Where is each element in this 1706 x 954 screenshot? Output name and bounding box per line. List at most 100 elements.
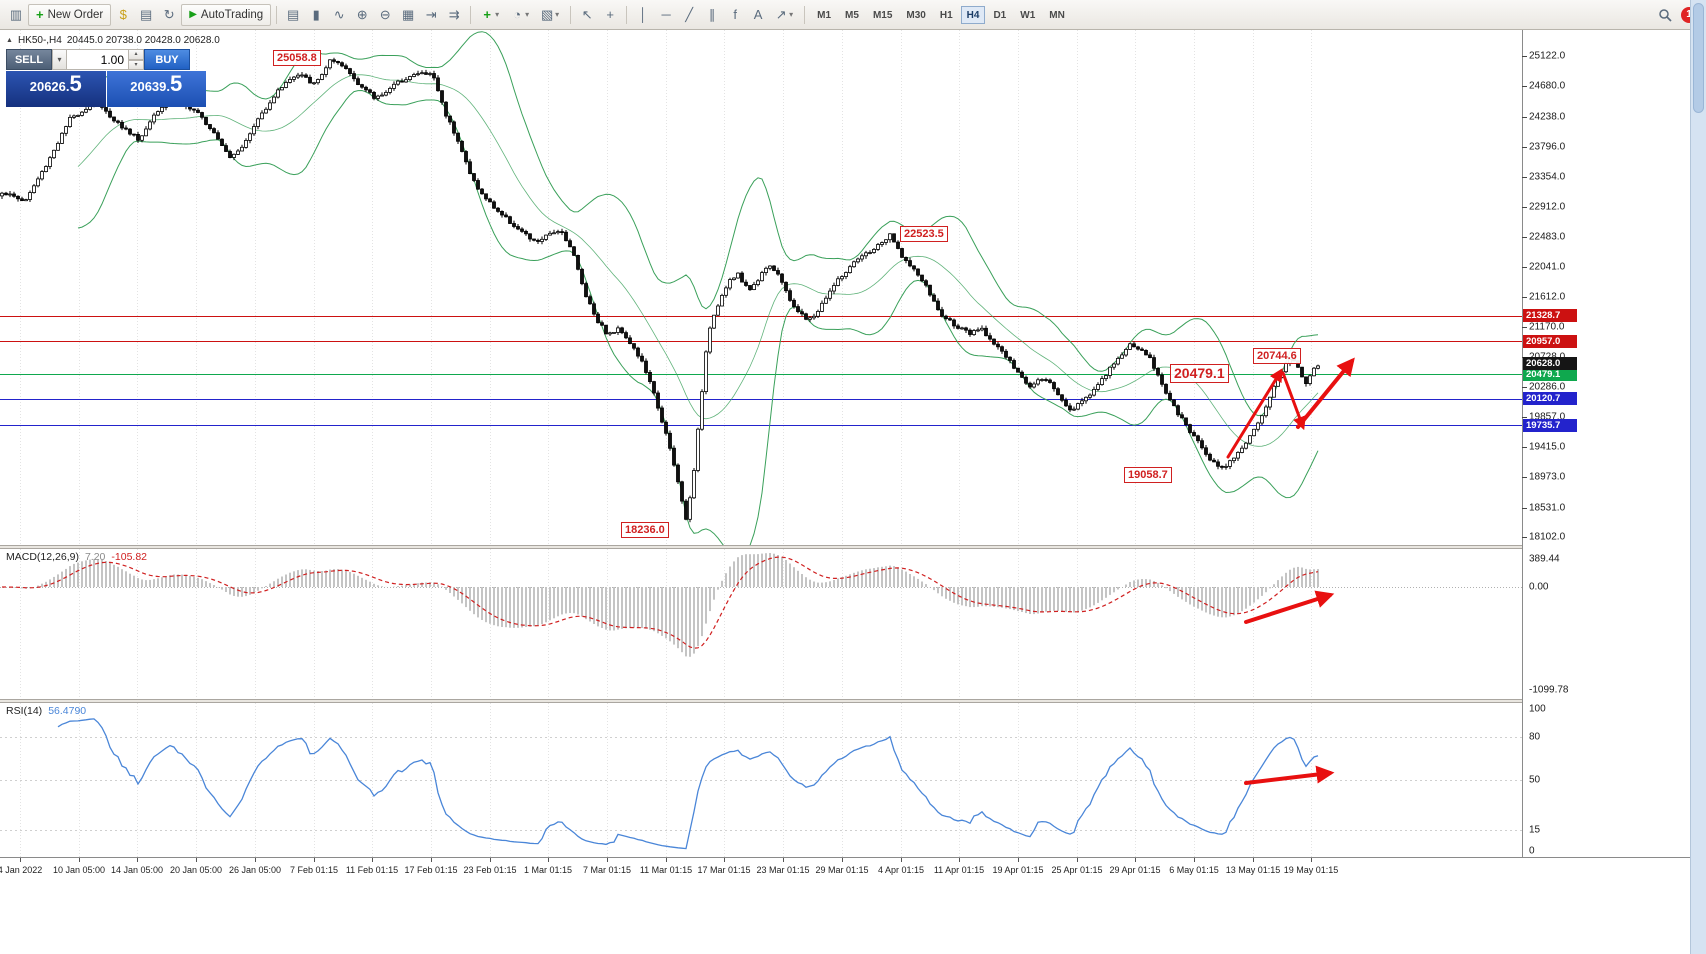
tile-windows-icon[interactable]: ▦ [401, 6, 415, 22]
autotrading-play-icon: ▶ [189, 9, 197, 20]
ohlc-values: 20445.0 20738.0 20428.0 20628.0 [66, 35, 220, 46]
horizontal-line-icon[interactable]: ─ [661, 7, 671, 22]
macd-signal-value: -105.82 [111, 551, 148, 563]
toolbar-divider [570, 5, 572, 24]
time-axis-tick [314, 858, 315, 862]
time-axis-tick [1077, 858, 1078, 862]
macd-name: MACD(12,26,9) [6, 551, 79, 563]
rsi-label: RSI(14) 56.4790 [6, 705, 86, 717]
periods-clock-icon[interactable]: ◔ [513, 7, 522, 22]
volume-up-button[interactable]: ▴ [129, 49, 144, 60]
text-tool-icon[interactable]: A [753, 7, 763, 22]
time-axis-label: 26 Jan 05:00 [228, 865, 282, 875]
chart-window-icon[interactable]: ▥ [9, 6, 23, 22]
time-axis-label: 14 Jan 05:00 [110, 865, 164, 875]
time-axis-tick [1311, 858, 1312, 862]
templates-icon[interactable]: ▧ [540, 6, 554, 22]
time-axis-label: 20 Jan 05:00 [169, 865, 223, 875]
search-icon[interactable] [1654, 4, 1676, 26]
timeframe-mn[interactable]: MN [1049, 9, 1065, 21]
fibonacci-icon[interactable]: f [733, 7, 737, 22]
time-axis-label: 7 Feb 01:15 [289, 865, 339, 875]
time-axis-label: 11 Mar 01:15 [639, 865, 693, 875]
time-axis-tick [1253, 858, 1254, 862]
time-axis-tick [901, 858, 902, 862]
timeframe-m15[interactable]: M15 [872, 9, 893, 21]
timeframe-m1[interactable]: M1 [817, 9, 832, 21]
timeframe-h4[interactable]: H4 [960, 6, 986, 25]
time-axis-tick [959, 858, 960, 862]
time-axis-tick [196, 858, 197, 862]
main-toolbar: ▥ + New Order $ ▤ ↻ ▶ AutoTrading ▤ ▮ ∿ … [0, 0, 1706, 30]
autotrading-button[interactable]: ▶ AutoTrading [181, 3, 272, 26]
timeframe-w1[interactable]: W1 [1020, 9, 1036, 21]
toolbar-divider [276, 5, 278, 24]
chart-shift-icon[interactable]: ⇥ [425, 6, 437, 22]
price-axis [1522, 30, 1690, 881]
vertical-scrollbar[interactable] [1690, 0, 1706, 954]
time-axis-label: 4 Apr 01:15 [877, 865, 925, 875]
rsi-indicator-chart[interactable] [0, 703, 1522, 857]
bar-chart-icon[interactable]: ▤ [286, 6, 300, 22]
plus-icon: + [36, 7, 44, 22]
channel-icon[interactable]: ∥ [708, 6, 716, 22]
vertical-line-icon[interactable]: │ [639, 7, 648, 22]
print-icon[interactable]: ▤ [140, 6, 153, 22]
scrollbar-thumb[interactable] [1693, 3, 1704, 113]
trendline-icon[interactable]: ╱ [685, 6, 694, 22]
volume-spinner: ▴ ▾ [129, 49, 144, 70]
arrow-tool-icon[interactable]: ↗ [775, 6, 787, 22]
macd-value: 7.20 [84, 551, 106, 563]
periods-dropdown-icon[interactable]: ▾ [525, 10, 530, 19]
panel-separator[interactable] [0, 699, 1690, 703]
timeframe-m30[interactable]: M30 [906, 9, 926, 21]
panel-separator[interactable] [0, 545, 1690, 549]
time-axis-tick [490, 858, 491, 862]
timeframe-d1[interactable]: D1 [993, 9, 1007, 21]
macd-indicator-chart[interactable] [0, 549, 1522, 699]
buy-price-base: 20639. [130, 79, 170, 94]
sell-price-base: 20626. [29, 79, 70, 94]
time-axis-label: 7 Mar 01:15 [582, 865, 632, 875]
time-axis-tick [783, 858, 784, 862]
time-axis-tick [724, 858, 725, 862]
sell-button[interactable]: SELL [6, 49, 52, 70]
time-axis-tick [20, 858, 21, 862]
order-type-dropdown[interactable]: ▾ [52, 49, 67, 70]
indicators-dropdown-icon[interactable]: ▾ [495, 10, 500, 19]
timeframe-h1[interactable]: H1 [939, 9, 953, 21]
candlestick-chart-icon[interactable]: ▮ [312, 6, 320, 22]
sell-price[interactable]: 20626. 5 [6, 71, 106, 107]
volume-down-button[interactable]: ▾ [129, 59, 144, 70]
funds-icon[interactable]: $ [119, 7, 127, 22]
time-axis-label: 19 Apr 01:15 [992, 865, 1044, 875]
crosshair-icon[interactable]: + [606, 7, 614, 22]
one-click-trading-panel: SELL ▾ ▴ ▾ BUY 20626.5 20639.5 [6, 49, 206, 107]
time-axis-label: 17 Feb 01:15 [404, 865, 458, 875]
timeframe-m5[interactable]: M5 [845, 9, 859, 21]
toolbar-divider [804, 5, 806, 24]
indicators-button[interactable]: + [483, 7, 491, 22]
zoom-out-icon[interactable]: ⊖ [379, 6, 391, 22]
time-axis-tick [137, 858, 138, 862]
templates-dropdown-icon[interactable]: ▾ [555, 10, 560, 19]
time-axis-tick [372, 858, 373, 862]
toolbar-divider [626, 5, 628, 24]
time-axis-label: 6 May 01:15 [1169, 865, 1219, 875]
time-axis-tick [666, 858, 667, 862]
new-order-label: New Order [47, 8, 104, 21]
line-chart-icon[interactable]: ∿ [333, 6, 345, 22]
new-order-button[interactable]: + New Order [28, 3, 112, 26]
main-price-chart[interactable] [0, 30, 1522, 545]
auto-scroll-icon[interactable]: ⇉ [448, 6, 460, 22]
cursor-icon[interactable]: ↖ [581, 6, 593, 22]
refresh-icon[interactable]: ↻ [163, 6, 175, 22]
time-axis-label: 10 Jan 05:00 [52, 865, 106, 875]
arrow-styles-dropdown-icon[interactable]: ▾ [789, 10, 794, 19]
buy-price[interactable]: 20639. 5 [106, 71, 206, 107]
time-axis-label: 23 Feb 01:15 [463, 865, 517, 875]
volume-input[interactable] [67, 49, 129, 70]
time-axis-tick [1018, 858, 1019, 862]
buy-button[interactable]: BUY [144, 49, 190, 70]
zoom-in-icon[interactable]: ⊕ [356, 6, 368, 22]
